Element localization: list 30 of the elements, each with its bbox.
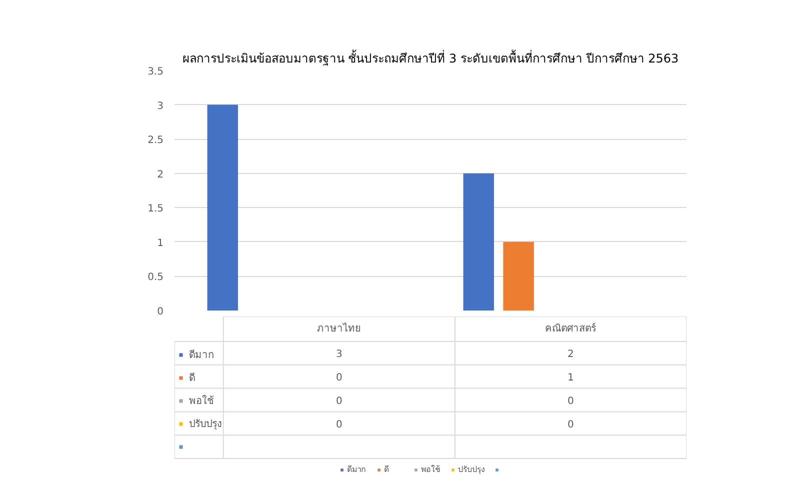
legend-label: ดี	[384, 464, 390, 476]
data-label: 2	[568, 349, 574, 360]
legend-label: พอใช้	[189, 394, 214, 409]
chart-title: ผลการประเมินข้อสอบมาตรฐาน ชั้นประถมศึกษาปีที่ 3 ระดับเขตพื้นที่การศึกษา ปีการศึกษา 2563	[182, 50, 679, 66]
y-tick-label: 2	[157, 169, 164, 180]
legend-label: ดีมาก	[189, 348, 214, 363]
text: ดีมาก	[347, 465, 366, 474]
data-label: 0	[336, 372, 342, 384]
y-tick-label: 3	[157, 100, 164, 112]
bar	[463, 173, 494, 310]
text: ปรับปรุง	[458, 465, 485, 474]
y-tick-label: 1.5	[148, 204, 164, 215]
x-tick-label: คณิตศาสตร์	[545, 322, 598, 334]
data-label: 0	[568, 419, 574, 430]
text: ดี	[189, 373, 195, 384]
y-tick-label: 0.5	[148, 272, 164, 284]
bar	[207, 104, 238, 310]
data-label: 0	[568, 396, 574, 407]
legend-label: ปรับปรุง	[189, 418, 222, 432]
bar	[503, 242, 534, 310]
data-label: 0	[336, 419, 342, 430]
y-tick-label: 1	[157, 238, 164, 249]
data-label: 3	[336, 349, 342, 360]
data-label: 0	[336, 396, 342, 407]
x-tick-label: ภาษาไทย	[317, 322, 362, 334]
y-tick-label: 0	[157, 306, 164, 318]
text: พอใช้	[421, 465, 440, 474]
y-tick-label: 3.5	[148, 66, 164, 78]
y-tick-label: 2.5	[148, 135, 164, 146]
data-label: 1	[568, 372, 574, 384]
